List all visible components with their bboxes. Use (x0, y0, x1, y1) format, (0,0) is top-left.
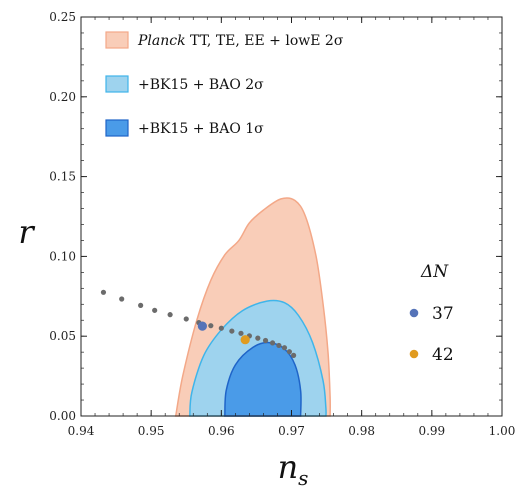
trajectory-point (269, 340, 276, 346)
x-axis-title-main: n (278, 448, 299, 486)
y-tick-label: 0.20 (49, 90, 76, 104)
y-axis-title: r (18, 213, 35, 251)
trajectory-point (208, 323, 214, 329)
legend-planck-swatch (105, 31, 129, 49)
trajectory-point (262, 337, 269, 344)
legend-bk15-2sigma-label: +BK15 + BAO 2σ (138, 77, 264, 93)
trajectory-point (183, 316, 189, 322)
x-tick-label: 0.94 (68, 424, 95, 438)
trajectory-layer (100, 289, 297, 358)
contour-layer (174, 197, 331, 417)
trajectory-point (167, 312, 173, 318)
x-axis-title: ns (278, 448, 309, 490)
y-tick-label: 0.05 (49, 329, 76, 343)
trajectory-point (281, 345, 288, 351)
dn-legend-marker-42 (409, 349, 419, 359)
legend-bk15-1sigma-swatch (105, 119, 129, 137)
y-tick-label: 0.00 (49, 409, 76, 423)
x-axis-title-sub: s (298, 466, 308, 490)
legend-planck-label: Planck TT, TE, EE + lowE 2σ (137, 33, 344, 49)
highlight-point-37 (197, 321, 207, 331)
trajectory-point (152, 307, 158, 313)
trajectory-point (255, 335, 261, 341)
dn-legend-marker-37 (409, 308, 419, 318)
y-tick-label: 0.25 (49, 10, 76, 24)
trajectory-point (276, 342, 282, 349)
y-tick-label: 0.10 (49, 249, 76, 263)
trajectory-point (218, 325, 224, 331)
y-tick-label: 0.15 (49, 170, 76, 184)
trajectory-point (138, 302, 144, 308)
dn-label: ΔN (420, 262, 449, 282)
bk15-bao-1sigma-contour (223, 341, 302, 417)
legend-bk15-1sigma-label: +BK15 + BAO 1σ (138, 121, 264, 137)
x-tick-label: 0.98 (348, 424, 375, 438)
y-axis-ticks: 0.00 0.05 0.10 0.15 0.20 0.25 (49, 10, 502, 423)
trajectory-point (119, 296, 125, 302)
highlight-point-42 (240, 335, 250, 345)
trajectory-point (100, 289, 107, 295)
x-axis-ticks: 0.94 0.95 0.96 0.97 0.98 0.99 1.00 (68, 17, 516, 438)
dn-legend-label-42: 42 (432, 345, 454, 365)
x-tick-label: 0.95 (138, 424, 165, 438)
trajectory-point (291, 352, 297, 358)
legend: Planck TT, TE, EE + lowE 2σ +BK15 + BAO 2… (105, 31, 344, 137)
trajectory-point (238, 330, 244, 336)
x-tick-label: 0.97 (278, 424, 305, 438)
x-tick-label: 0.99 (418, 424, 445, 438)
trajectory-point (286, 349, 292, 355)
highlight-layer (197, 321, 250, 345)
dn-legend-label-37: 37 (432, 304, 454, 324)
x-tick-label: 0.96 (208, 424, 235, 438)
legend-bk15-2sigma-swatch (105, 75, 129, 93)
dn-legend: 37 42 (409, 304, 454, 365)
trajectory-point (229, 328, 235, 334)
x-tick-label: 1.00 (489, 424, 516, 438)
